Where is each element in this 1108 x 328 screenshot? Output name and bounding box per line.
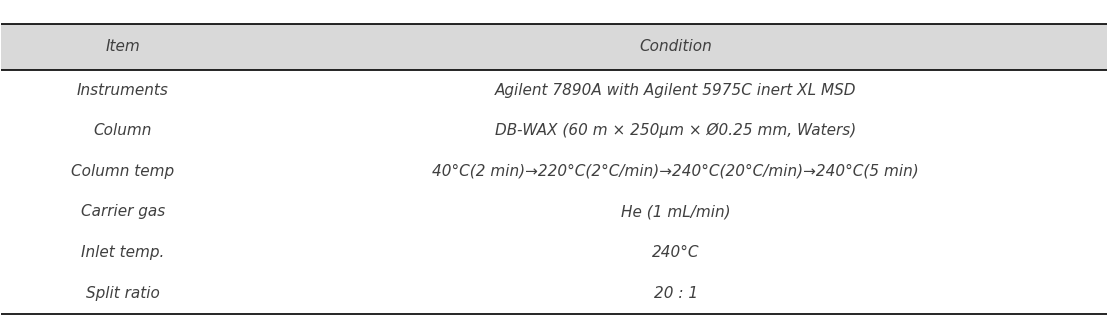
Text: He (1 mL/min): He (1 mL/min)	[620, 204, 730, 219]
Bar	[1, 24, 1107, 70]
Text: Item: Item	[105, 39, 141, 54]
Text: Column: Column	[94, 123, 152, 138]
Text: 40°C(2 min)→220°C(2°C/min)→240°C(20°C/min)→240°C(5 min): 40°C(2 min)→220°C(2°C/min)→240°C(20°C/mi…	[432, 164, 919, 179]
Text: Agilent 7890A with Agilent 5975C inert XL MSD: Agilent 7890A with Agilent 5975C inert X…	[495, 83, 856, 97]
Text: Instruments: Instruments	[78, 83, 168, 97]
Text: Column temp: Column temp	[71, 164, 175, 179]
Text: 20 : 1: 20 : 1	[654, 286, 698, 301]
Text: Carrier gas: Carrier gas	[81, 204, 165, 219]
Text: DB-WAX (60 m × 250μm × Ø0.25 mm, Waters): DB-WAX (60 m × 250μm × Ø0.25 mm, Waters)	[495, 123, 856, 138]
Text: 240°C: 240°C	[652, 245, 699, 260]
Text: Condition: Condition	[639, 39, 712, 54]
Text: Inlet temp.: Inlet temp.	[81, 245, 165, 260]
Text: Split ratio: Split ratio	[86, 286, 160, 301]
